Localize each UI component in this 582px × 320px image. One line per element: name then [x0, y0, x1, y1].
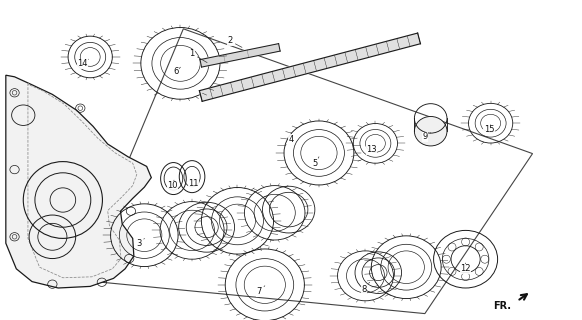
- Text: 7: 7: [256, 286, 265, 296]
- Polygon shape: [200, 44, 280, 67]
- Text: 8: 8: [361, 282, 370, 294]
- Polygon shape: [6, 75, 151, 288]
- Ellipse shape: [414, 116, 447, 146]
- Text: 12: 12: [460, 263, 471, 273]
- Text: 2: 2: [227, 36, 242, 47]
- Text: 5: 5: [313, 157, 319, 168]
- Text: 1: 1: [189, 49, 207, 63]
- Text: 13: 13: [366, 145, 377, 154]
- Text: 10: 10: [167, 180, 178, 190]
- Text: 11: 11: [188, 179, 198, 188]
- Text: 15: 15: [484, 125, 494, 134]
- Text: 4: 4: [285, 135, 294, 146]
- Text: 9: 9: [422, 132, 431, 141]
- Text: FR.: FR.: [493, 301, 511, 311]
- Text: 3: 3: [136, 238, 144, 248]
- Text: 6: 6: [173, 67, 180, 76]
- Polygon shape: [200, 33, 420, 101]
- Text: 14: 14: [77, 59, 88, 68]
